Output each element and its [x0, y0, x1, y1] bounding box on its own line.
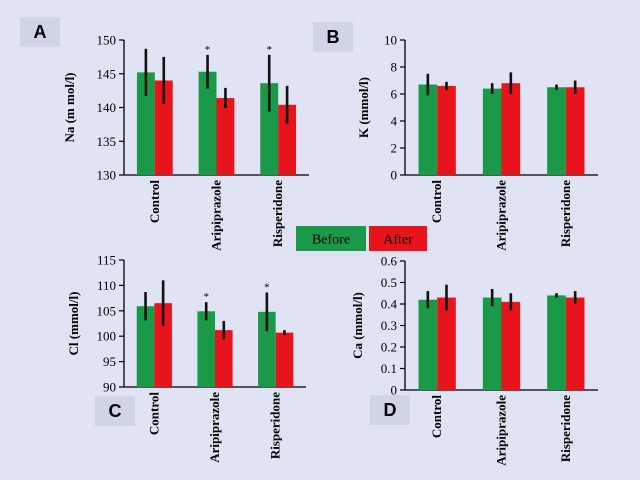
y-axis-title: Na (m mol/l)	[62, 72, 77, 142]
panel-letter-box	[95, 396, 135, 426]
y-tick-label: 0	[391, 168, 398, 183]
legend-after-swatch	[369, 226, 427, 251]
category-label: Aripiprazole	[494, 180, 509, 251]
category-label: Risperidone	[270, 180, 285, 247]
category-label: Aripiprazole	[209, 180, 224, 251]
panel-letter-box	[313, 22, 353, 52]
y-tick-label: 0.5	[381, 275, 397, 290]
bar-after	[501, 83, 521, 175]
y-tick-label: 6	[391, 87, 398, 102]
chart-panel-a: A 130 135 140 145 150 Na (m mol/l) Control * Arip…	[20, 17, 309, 251]
category-label: Risperidone	[558, 180, 573, 247]
chart-panel-c: C 90 95 100 105 110 115 Cl (mmol/l) Control * Arip…	[66, 253, 306, 463]
bar-after	[154, 303, 172, 387]
chart-panel-b: B 0 2 4 6 8 10 K (mmol/l) Control Aripiprazole Ris…	[313, 22, 598, 251]
bar-before	[482, 88, 502, 175]
bar-before	[418, 299, 438, 390]
chart-panel-d: D 0 0.1 0.2 0.3 0.4 0.5 0.6 Ca (mmol/l) Control Ar…	[350, 254, 598, 466]
panel-letter-box	[370, 395, 410, 425]
bar-after	[437, 85, 456, 175]
bar-after	[565, 297, 585, 390]
y-tick-label: 100	[97, 329, 117, 344]
bar-after	[501, 301, 521, 390]
y-tick-label: 8	[391, 60, 398, 75]
bar-after	[154, 80, 173, 175]
y-tick-label: 0.6	[381, 254, 398, 269]
category-label: Aripiprazole	[494, 395, 509, 466]
y-tick-label: 95	[103, 354, 116, 369]
y-tick-label: 140	[97, 100, 117, 115]
y-axis-title: Ca (mmol/l)	[350, 292, 365, 359]
panel-letter: D	[384, 400, 397, 420]
y-tick-label: 130	[97, 168, 117, 183]
bar-before	[136, 306, 155, 387]
bar-before	[260, 83, 279, 175]
bar-before	[482, 297, 502, 390]
bar-before	[547, 87, 566, 175]
y-tick-label: 105	[97, 303, 117, 318]
category-label: Aripiprazole	[207, 392, 222, 463]
category-label: Control	[147, 180, 162, 223]
y-tick-label: 110	[97, 278, 116, 293]
y-tick-label: 0.4	[381, 297, 398, 312]
legend-before-swatch	[296, 226, 366, 251]
y-tick-label: 135	[97, 134, 117, 149]
y-tick-label: 0	[391, 383, 398, 398]
y-tick-label: 90	[103, 380, 116, 395]
bar-after	[216, 98, 235, 175]
y-tick-label: 10	[384, 33, 397, 48]
significance-star: *	[266, 44, 272, 56]
panel-letter: B	[327, 27, 340, 47]
y-tick-label: 0.2	[381, 340, 397, 355]
bar-after	[215, 330, 233, 387]
legend-after-label: After	[383, 233, 413, 248]
y-tick-label: 145	[97, 66, 117, 81]
y-tick-label: 2	[391, 141, 398, 156]
y-tick-label: 0.1	[381, 361, 397, 376]
bar-after	[565, 87, 585, 175]
bar-before	[197, 311, 215, 387]
y-axis-title: K (mmol/l)	[356, 77, 371, 138]
bar-before	[198, 71, 217, 175]
significance-star: *	[264, 282, 270, 294]
panel-letter-box	[20, 17, 60, 47]
bar-after	[278, 104, 297, 175]
legend: Before After	[296, 226, 427, 251]
legend-before-label: Before	[312, 233, 350, 248]
bar-before	[418, 84, 438, 175]
category-label: Control	[429, 180, 444, 223]
bar-before	[136, 72, 155, 175]
y-tick-label: 4	[391, 114, 398, 129]
y-axis-title: Cl (mmol/l)	[66, 292, 81, 356]
panel-letter: A	[34, 22, 47, 42]
category-label: Risperidone	[268, 392, 283, 459]
significance-star: *	[205, 44, 211, 56]
y-tick-label: 115	[97, 253, 116, 268]
bar-before	[258, 311, 276, 387]
bar-after	[437, 297, 456, 390]
category-label: Control	[146, 392, 161, 435]
category-label: Control	[429, 395, 444, 438]
category-label: Risperidone	[558, 395, 573, 462]
bar-after	[275, 332, 294, 387]
y-tick-label: 150	[97, 33, 117, 48]
bar-before	[547, 295, 566, 390]
significance-star: *	[203, 291, 209, 303]
panel-letter: C	[109, 401, 122, 421]
y-tick-label: 0.3	[381, 318, 397, 333]
